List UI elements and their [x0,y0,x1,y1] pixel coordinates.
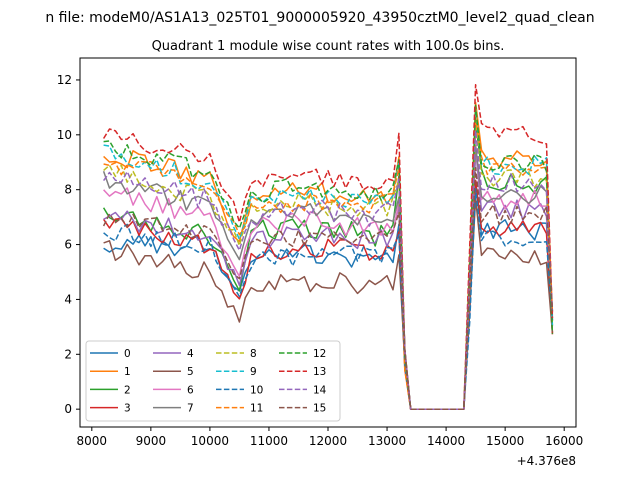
legend-label: 11 [250,403,263,415]
x-tick-label: 13000 [368,434,406,448]
series-layer [102,83,554,410]
y-tick-label: 8 [64,183,72,197]
legend-label: 8 [250,348,257,360]
x-tick-label: 16000 [545,434,583,448]
legend-label: 14 [313,384,327,396]
y-tick-label: 6 [64,238,72,252]
series-line-5 [103,197,554,410]
series-line-15 [102,167,554,410]
x-tick-label: 9000 [136,434,167,448]
legend-label: 3 [124,403,131,415]
legend-box [85,340,341,422]
y-tick-label: 0 [64,402,72,416]
y-tick-label: 2 [64,347,72,361]
legend-label: 7 [187,403,194,415]
x-tick-label: 12000 [309,434,347,448]
legend-label: 13 [313,366,326,378]
legend-label: 4 [187,348,194,360]
legend-label: 5 [187,366,194,378]
legend-label: 10 [250,384,263,396]
legend-label: 15 [313,403,326,415]
series-line-1 [103,101,554,410]
figure-suptitle: n file: modeM0/AS1A13_025T01_9000005920_… [45,10,594,26]
series-line-11 [103,116,554,410]
legend-label: 0 [124,348,131,360]
x-tick-label: 14000 [427,434,465,448]
legend-label: 6 [187,384,194,396]
x-tick-label: 15000 [486,434,524,448]
y-tick-label: 4 [64,292,72,306]
series-line-3 [102,179,554,410]
x-axis: 8000 9000 10000 11000 12000 13000 14000 15000 16… [77,427,583,448]
series-line-8 [103,123,554,410]
series-line-13 [102,83,554,410]
chart-title: Quadrant 1 module wise count rates with … [152,39,505,54]
x-tick-label: 8000 [77,434,108,448]
x-tick-label: 10000 [191,434,229,448]
x-tick-label: 11000 [250,434,288,448]
series-line-14 [102,129,554,410]
y-tick-label: 12 [57,73,72,87]
series-line-12 [103,104,554,410]
legend-label: 1 [124,366,131,378]
y-tick-label: 10 [57,128,72,142]
legend-label: 9 [250,366,257,378]
series-line-10 [103,187,554,410]
legend-label: 2 [124,384,131,396]
x-axis-offset-label: +4.376e8 [517,454,576,468]
legend-label: 12 [313,348,326,360]
y-axis: 0 2 4 6 8 10 12 [57,73,80,416]
